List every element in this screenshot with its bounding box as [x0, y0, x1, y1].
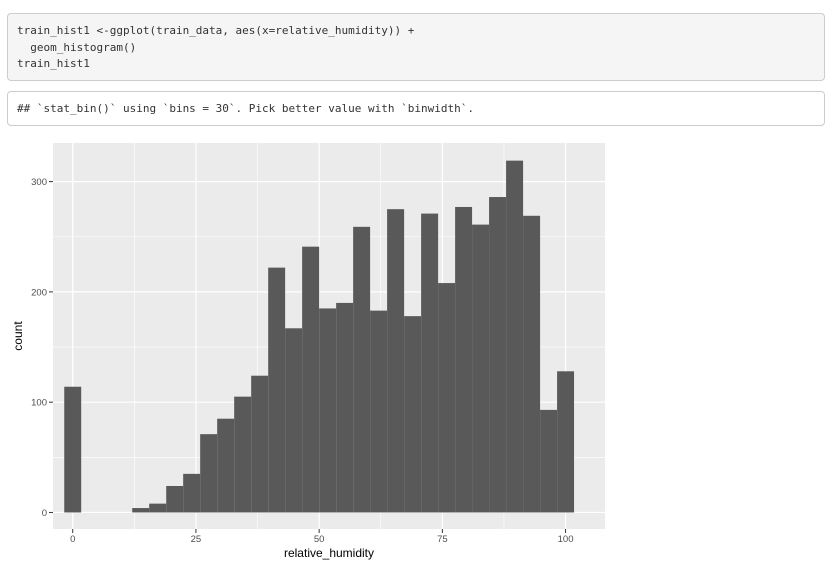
histogram-bar [353, 226, 371, 513]
histogram-bar [285, 328, 303, 513]
histogram-bar [268, 267, 286, 513]
x-tick-label: 100 [558, 534, 574, 545]
code-line-1: train_hist1 <-ggplot(train_data, aes(x=r… [17, 24, 415, 37]
y-axis-title: count [11, 321, 25, 351]
y-tick-label: 300 [31, 177, 47, 188]
histogram-bar [557, 371, 575, 513]
x-tick-label: 25 [191, 534, 202, 545]
histogram-bar [217, 418, 235, 513]
histogram-bar [540, 409, 558, 513]
histogram-bar [438, 283, 456, 513]
histogram-bar [132, 508, 150, 513]
histogram-bar [455, 206, 473, 513]
x-tick-label: 50 [314, 534, 325, 545]
x-axis-ticks: 0 25 50 75 100 [70, 529, 574, 545]
code-line-3: train_hist1 [17, 57, 90, 70]
histogram-bars [64, 160, 575, 513]
r-code-chunk: train_hist1 <-ggplot(train_data, aes(x=r… [7, 13, 825, 81]
histogram-bar [387, 209, 405, 513]
histogram-bar [319, 308, 337, 513]
y-tick-label: 200 [31, 287, 47, 298]
histogram-bar [302, 246, 320, 513]
stat-bin-message: ## `stat_bin()` using `bins = 30`. Pick … [17, 102, 474, 115]
histogram-bar [183, 473, 201, 513]
histogram-bar [234, 396, 252, 513]
code-line-2: geom_histogram() [17, 40, 137, 54]
histogram-bar [149, 503, 167, 513]
histogram-bar [523, 215, 541, 513]
histogram-bar [472, 224, 490, 513]
histogram-bar [404, 316, 422, 513]
x-tick-label: 75 [437, 534, 448, 545]
x-tick-label: 0 [70, 534, 75, 545]
histogram-bar [489, 197, 507, 513]
histogram-bar [506, 160, 524, 513]
histogram-bar [251, 375, 269, 513]
histogram-bar [200, 434, 218, 513]
histogram-bar [166, 485, 184, 513]
histogram-bar [336, 302, 354, 513]
y-tick-label: 100 [31, 398, 47, 409]
histogram-bar [64, 386, 82, 513]
console-output: ## `stat_bin()` using `bins = 30`. Pick … [7, 91, 825, 126]
y-tick-label: 0 [42, 508, 47, 519]
histogram-bar [421, 213, 439, 513]
histogram-bar [370, 310, 388, 513]
y-axis-ticks: 0 100 200 300 [31, 177, 53, 519]
x-axis-title: relative_humidity [284, 546, 374, 560]
